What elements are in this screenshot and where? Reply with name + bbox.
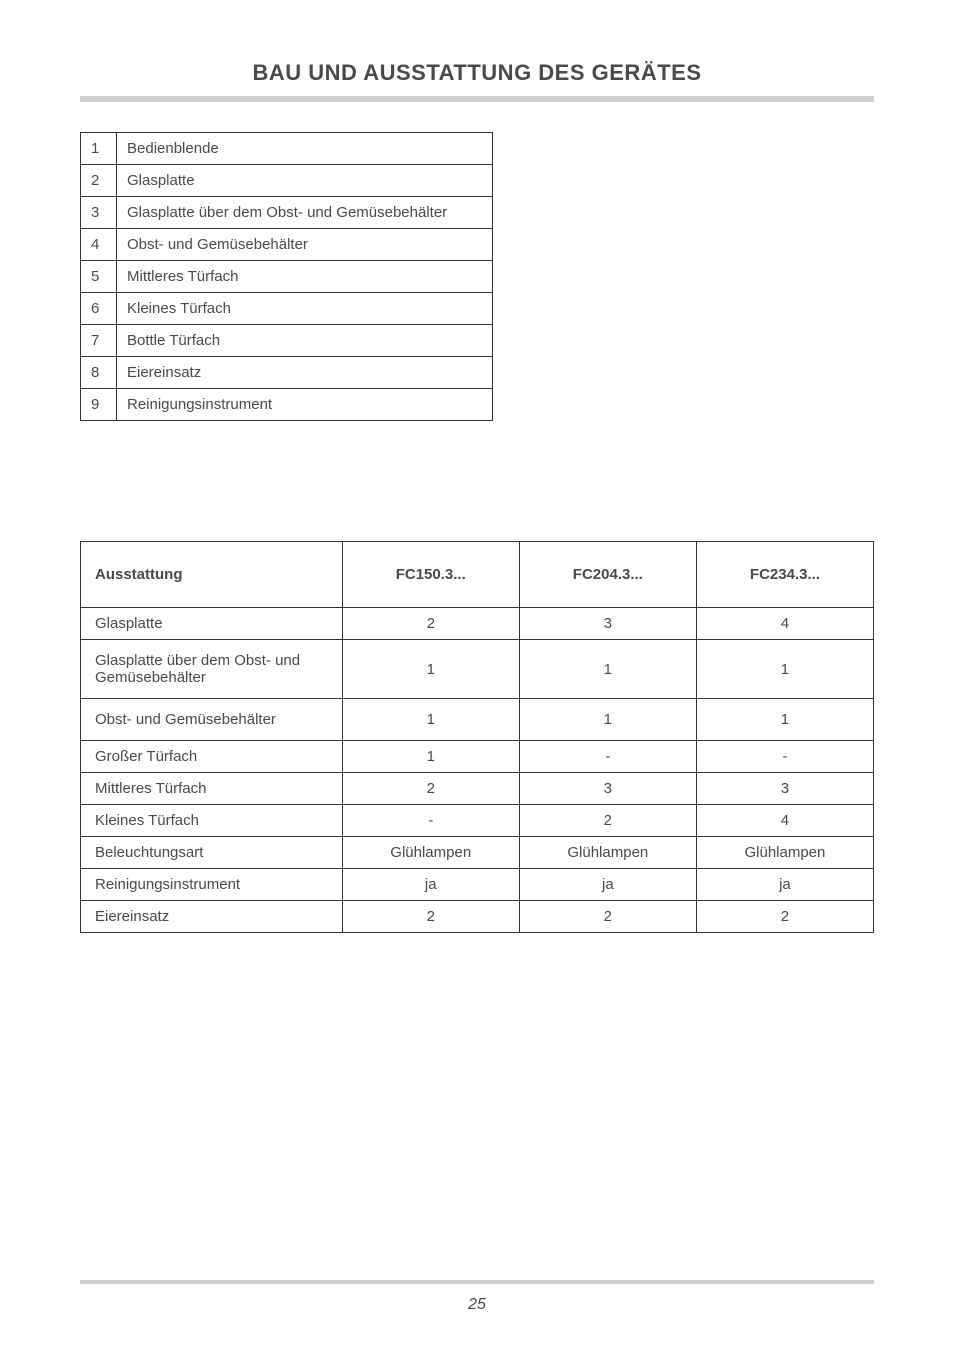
- equip-cell: Glühlampen: [342, 837, 519, 869]
- equip-cell: 1: [696, 640, 873, 699]
- parts-row-label: Glasplatte: [117, 165, 493, 197]
- parts-row-label: Bedienblende: [117, 133, 493, 165]
- equip-cell: 4: [696, 608, 873, 640]
- parts-row-label: Eiereinsatz: [117, 357, 493, 389]
- equip-cell: 1: [342, 640, 519, 699]
- equip-row: Großer Türfach1--: [81, 741, 874, 773]
- parts-row-number: 7: [81, 325, 117, 357]
- equip-row-label: Glasplatte über dem Obst- und Gemüsebehä…: [81, 640, 343, 699]
- equip-cell: 1: [342, 699, 519, 741]
- equip-head-model-1: FC150.3...: [342, 542, 519, 608]
- equip-cell: 1: [519, 640, 696, 699]
- equip-cell: 1: [696, 699, 873, 741]
- equip-cell: 3: [519, 773, 696, 805]
- equip-cell: 3: [519, 608, 696, 640]
- footer-divider: [80, 1280, 874, 1284]
- equip-row: BeleuchtungsartGlühlampenGlühlampenGlühl…: [81, 837, 874, 869]
- parts-row-number: 1: [81, 133, 117, 165]
- equip-cell: 3: [696, 773, 873, 805]
- equip-row-label: Beleuchtungsart: [81, 837, 343, 869]
- equip-row: Glasplatte über dem Obst- und Gemüsebehä…: [81, 640, 874, 699]
- title-section: BAU UND AUSSTATTUNG DES GERÄTES: [80, 60, 874, 86]
- parts-row: 7Bottle Türfach: [81, 325, 493, 357]
- parts-row-label: Glasplatte über dem Obst- und Gemüsebehä…: [117, 197, 493, 229]
- page-title: BAU UND AUSSTATTUNG DES GERÄTES: [80, 60, 874, 86]
- parts-row: 6Kleines Türfach: [81, 293, 493, 325]
- parts-table: 1Bedienblende2Glasplatte3Glasplatte über…: [80, 132, 493, 421]
- parts-row-label: Bottle Türfach: [117, 325, 493, 357]
- parts-row: 4Obst- und Gemüsebehälter: [81, 229, 493, 261]
- parts-row-number: 5: [81, 261, 117, 293]
- equip-row: Obst- und Gemüsebehälter111: [81, 699, 874, 741]
- equip-cell: 2: [342, 608, 519, 640]
- equip-row-label: Mittleres Türfach: [81, 773, 343, 805]
- equip-header-row: Ausstattung FC150.3... FC204.3... FC234.…: [81, 542, 874, 608]
- equip-cell: ja: [519, 869, 696, 901]
- equip-cell: 2: [519, 805, 696, 837]
- equip-cell: -: [696, 741, 873, 773]
- equip-cell: 1: [342, 741, 519, 773]
- equip-cell: ja: [342, 869, 519, 901]
- equip-cell: Glühlampen: [519, 837, 696, 869]
- parts-row-number: 4: [81, 229, 117, 261]
- parts-row: 8Eiereinsatz: [81, 357, 493, 389]
- equip-row: Glasplatte234: [81, 608, 874, 640]
- parts-row: 2Glasplatte: [81, 165, 493, 197]
- equip-cell: 2: [696, 901, 873, 933]
- parts-row-number: 8: [81, 357, 117, 389]
- parts-row: 5Mittleres Türfach: [81, 261, 493, 293]
- equip-head-ausstattung: Ausstattung: [81, 542, 343, 608]
- equipment-table: Ausstattung FC150.3... FC204.3... FC234.…: [80, 541, 874, 933]
- equip-cell: Glühlampen: [696, 837, 873, 869]
- parts-row-number: 3: [81, 197, 117, 229]
- parts-row: 1Bedienblende: [81, 133, 493, 165]
- equip-row-label: Eiereinsatz: [81, 901, 343, 933]
- equip-row: Kleines Türfach-24: [81, 805, 874, 837]
- equip-cell: -: [342, 805, 519, 837]
- equip-cell: -: [519, 741, 696, 773]
- equip-row-label: Obst- und Gemüsebehälter: [81, 699, 343, 741]
- equip-row: Mittleres Türfach233: [81, 773, 874, 805]
- parts-row: 9Reinigungsinstrument: [81, 389, 493, 421]
- equip-row-label: Reinigungsinstrument: [81, 869, 343, 901]
- parts-row-number: 6: [81, 293, 117, 325]
- equip-cell: 2: [342, 901, 519, 933]
- parts-row-label: Mittleres Türfach: [117, 261, 493, 293]
- title-divider: [80, 96, 874, 102]
- parts-row: 3Glasplatte über dem Obst- und Gemüsebeh…: [81, 197, 493, 229]
- equip-row-label: Kleines Türfach: [81, 805, 343, 837]
- equip-cell: 1: [519, 699, 696, 741]
- equip-cell: 2: [519, 901, 696, 933]
- equip-cell: 4: [696, 805, 873, 837]
- parts-row-number: 9: [81, 389, 117, 421]
- page-number: 25: [0, 1296, 954, 1314]
- equip-row: Eiereinsatz222: [81, 901, 874, 933]
- equip-row: Reinigungsinstrumentjajaja: [81, 869, 874, 901]
- equip-row-label: Glasplatte: [81, 608, 343, 640]
- parts-row-number: 2: [81, 165, 117, 197]
- equip-cell: ja: [696, 869, 873, 901]
- parts-row-label: Kleines Türfach: [117, 293, 493, 325]
- equip-head-model-2: FC204.3...: [519, 542, 696, 608]
- parts-row-label: Reinigungsinstrument: [117, 389, 493, 421]
- parts-row-label: Obst- und Gemüsebehälter: [117, 229, 493, 261]
- equip-head-model-3: FC234.3...: [696, 542, 873, 608]
- equip-cell: 2: [342, 773, 519, 805]
- equip-row-label: Großer Türfach: [81, 741, 343, 773]
